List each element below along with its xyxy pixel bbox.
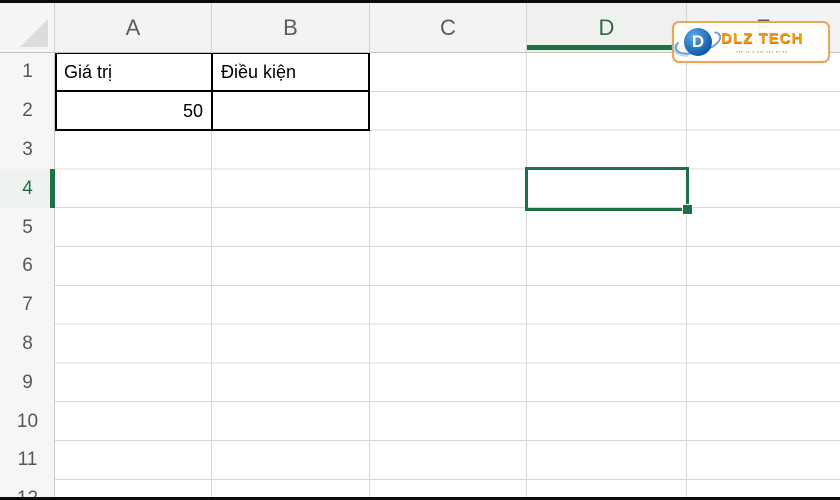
range-border-horizontal — [55, 90, 370, 93]
select-all-triangle-icon — [20, 19, 48, 47]
horizontal-gridlines — [0, 53, 840, 497]
selected-column-indicator — [527, 45, 687, 50]
row-header-9[interactable]: 9 — [22, 371, 33, 393]
bottom-border-bar — [0, 497, 840, 500]
select-all-button[interactable] — [0, 3, 55, 53]
selected-row-indicator — [50, 169, 55, 209]
dlz-logo-icon: D — [669, 24, 724, 60]
top-border-bar — [0, 0, 840, 3]
watermark-tagline: ▪▪▪ ▪▪ ▪ ▪▪▪ ▪▪▪ ▪▪ ▪▪ — [736, 49, 788, 54]
row-header-2[interactable]: 2 — [22, 100, 33, 122]
row-header-4-selected[interactable]: 4 — [0, 169, 55, 209]
grid-area[interactable]: 1 2 3 4 5 6 7 8 9 10 11 12 Giá trị Điều … — [0, 53, 840, 497]
gridline-b-c — [369, 53, 370, 497]
column-header-a[interactable]: A — [55, 3, 212, 53]
row-header-12[interactable]: 12 — [0, 480, 55, 497]
row-header-6[interactable]: 6 — [22, 255, 33, 277]
row-header-8[interactable]: 8 — [22, 332, 33, 354]
active-cell-d4[interactable] — [525, 166, 693, 215]
cell-a2[interactable]: 50 — [182, 100, 203, 121]
column-header-c[interactable]: C — [370, 3, 527, 53]
fill-handle[interactable] — [682, 203, 693, 215]
watermark-text: DLZ TECH ▪▪▪ ▪▪ ▪ ▪▪▪ ▪▪▪ ▪▪ ▪▪ — [721, 30, 803, 54]
gridline-c-d — [526, 53, 527, 497]
cell-a1[interactable]: Giá trị — [64, 61, 113, 82]
dlz-tech-watermark: D DLZ TECH ▪▪▪ ▪▪ ▪ ▪▪▪ ▪▪▪ ▪▪ ▪▪ — [669, 21, 830, 63]
row-header-1[interactable]: 1 — [22, 61, 33, 83]
row-header-strip — [0, 53, 55, 497]
watermark-brand: DLZ TECH — [721, 30, 804, 47]
gridline-d-e — [686, 53, 687, 497]
gridline-a-b — [211, 53, 212, 497]
row-header-10[interactable]: 10 — [16, 410, 39, 432]
row-header-7[interactable]: 7 — [22, 294, 33, 316]
row-header-5[interactable]: 5 — [22, 216, 33, 238]
row-header-11[interactable]: 11 — [17, 449, 38, 471]
cell-b1[interactable]: Điều kiện — [221, 61, 297, 82]
logo-letter: D — [684, 28, 712, 56]
column-header-b[interactable]: B — [212, 3, 370, 53]
row-header-3[interactable]: 3 — [22, 138, 33, 160]
header-divider — [0, 52, 840, 53]
